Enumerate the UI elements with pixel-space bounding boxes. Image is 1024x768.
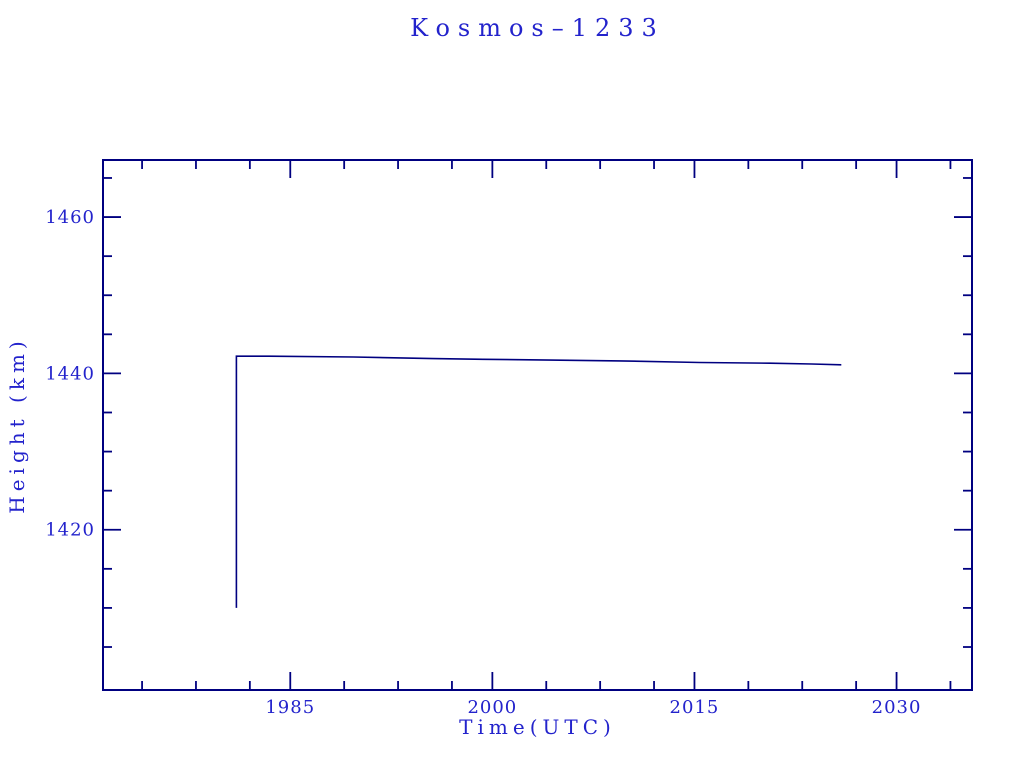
x-tick-label: 1985 xyxy=(265,697,315,718)
chart-title: Kosmos–1233 xyxy=(410,14,665,42)
height-series-line xyxy=(235,355,842,608)
y-axis-label: Height (km) xyxy=(5,336,29,514)
x-tick-label: 2015 xyxy=(670,697,720,718)
y-tick-label: 1460 xyxy=(45,207,95,228)
x-tick-label: 2030 xyxy=(872,697,922,718)
x-tick-label: 2000 xyxy=(467,697,517,718)
x-axis-label: Time(UTC) xyxy=(459,715,616,739)
plot-frame xyxy=(102,159,973,691)
y-tick-label: 1420 xyxy=(45,520,95,541)
y-tick-label: 1440 xyxy=(45,363,95,384)
